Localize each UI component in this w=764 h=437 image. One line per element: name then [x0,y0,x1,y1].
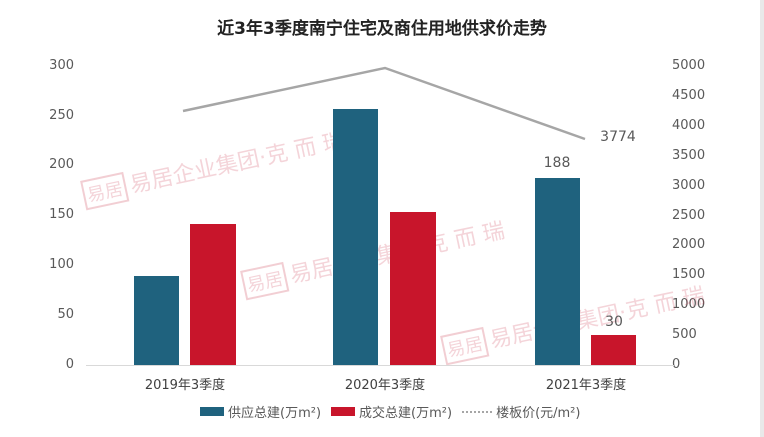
right-axis-tick: 0 [672,357,681,372]
data-label-supply-2021: 188 [543,155,571,171]
legend-item-deal: 成交总建(万m²) [331,402,452,421]
legend-swatch-supply [200,407,224,416]
legend-item-supply: 供应总建(万m²) [200,402,321,421]
x-axis-label: 2021年3季度 [545,378,627,393]
right-axis-tick: 4000 [672,118,706,133]
legend-item-price: 楼板价(元/m²) [462,402,580,421]
right-axis-tick: 1500 [672,267,706,282]
right-axis-tick: 2500 [672,208,706,223]
left-axis-tick: 100 [49,257,74,272]
bar-deal-2020 [390,212,436,365]
left-axis-tick: 200 [49,157,74,172]
right-axis-tick: 3000 [672,178,706,193]
right-axis-tick: 3500 [672,148,706,163]
data-label-price-2021: 3774 [600,129,636,145]
legend: 供应总建(万m²) 成交总建(万m²) 楼板价(元/m²) [200,402,590,421]
right-axis-tick: 500 [672,327,697,342]
x-axis-label: 2020年3季度 [344,378,426,393]
left-axis-tick: 300 [49,58,74,73]
bar-supply-2020 [333,109,378,365]
left-axis-tick: 0 [65,357,74,372]
chart-title: 近3年3季度南宁住宅及商住用地供求价走势 [217,19,547,39]
bar-deal-2021 [591,335,636,365]
right-axis-tick: 5000 [672,58,706,73]
bar-supply-2019 [134,276,179,365]
right-axis-tick: 4500 [672,88,706,103]
legend-swatch-price [462,410,493,413]
bar-deal-2019 [190,224,236,365]
left-axis-tick: 250 [49,108,74,123]
frame-edge [760,0,764,437]
right-axis-tick: 2000 [672,237,706,252]
right-axis-tick: 1000 [672,297,706,312]
left-axis-tick: 150 [49,207,74,222]
x-axis-line [86,365,674,366]
data-label-deal-2021: 30 [605,314,623,330]
x-axis-label: 2019年3季度 [144,378,226,393]
left-axis-tick: 50 [57,307,74,322]
legend-swatch-deal [331,407,356,416]
bar-supply-2021 [535,178,580,365]
